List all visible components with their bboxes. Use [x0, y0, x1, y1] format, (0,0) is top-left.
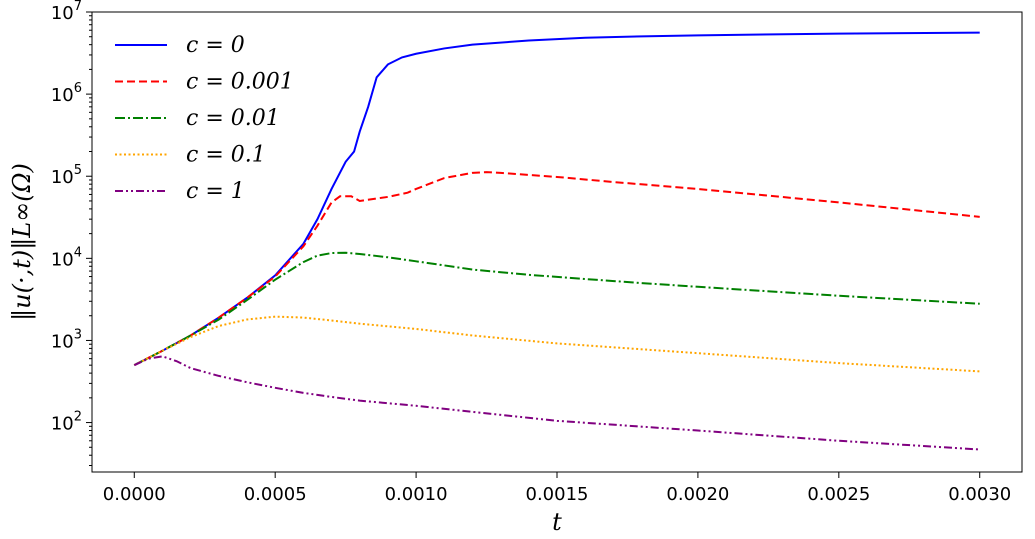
x-tick-label: 0.0005 [244, 484, 307, 505]
y-tick-label: 102 [51, 410, 82, 435]
y-tick-exponent: 2 [74, 410, 82, 425]
y-tick-base: 10 [51, 331, 74, 352]
y-tick-exponent: 5 [74, 163, 82, 178]
x-tick-label: 0.0020 [666, 484, 729, 505]
y-tick-label: 105 [51, 163, 82, 188]
series-line-1 [133, 171, 980, 367]
legend: c = 0 c = 0.001 c = 0.01 c = 0.1 c = 1 [115, 33, 294, 204]
x-axis: 0.0000 0.0005 0.0010 0.0015 0.0020 0.0025 0.00… [103, 472, 1011, 505]
y-axis-label: ‖u(·,t)‖L∞(Ω) [8, 163, 37, 321]
legend-label: c = 1 [186, 179, 245, 204]
y-tick-label: 106 [51, 81, 82, 106]
series-line-4 [133, 355, 980, 451]
y-tick-exponent: 7 [74, 0, 82, 14]
series-layer [133, 31, 980, 451]
x-axis-label: t [552, 508, 562, 536]
series-line-3 [133, 315, 980, 373]
y-tick-base: 10 [51, 167, 74, 188]
y-tick-label: 104 [51, 245, 82, 270]
series-line-0 [133, 31, 980, 367]
legend-label: c = 0.001 [186, 70, 294, 95]
legend-label: c = 0.01 [186, 106, 280, 131]
y-tick-base: 10 [51, 414, 74, 435]
y-tick-exponent: 6 [74, 81, 82, 96]
x-tick-label: 0.0030 [948, 484, 1011, 505]
y-tick-base: 10 [51, 249, 74, 270]
y-tick-base: 10 [51, 85, 74, 106]
y-tick-exponent: 3 [74, 327, 82, 342]
x-tick-label: 0.0010 [385, 484, 448, 505]
legend-label: c = 0 [186, 33, 245, 58]
x-tick-label: 0.0015 [526, 484, 589, 505]
y-tick-base: 10 [51, 3, 74, 24]
series-line-2 [133, 251, 980, 367]
x-tick-label: 0.0025 [807, 484, 870, 505]
legend-label: c = 0.1 [186, 143, 266, 168]
x-tick-label: 0.0000 [103, 484, 166, 505]
y-tick-exponent: 4 [74, 245, 82, 260]
y-tick-label: 103 [51, 327, 82, 352]
y-tick-label: 107 [51, 0, 82, 24]
